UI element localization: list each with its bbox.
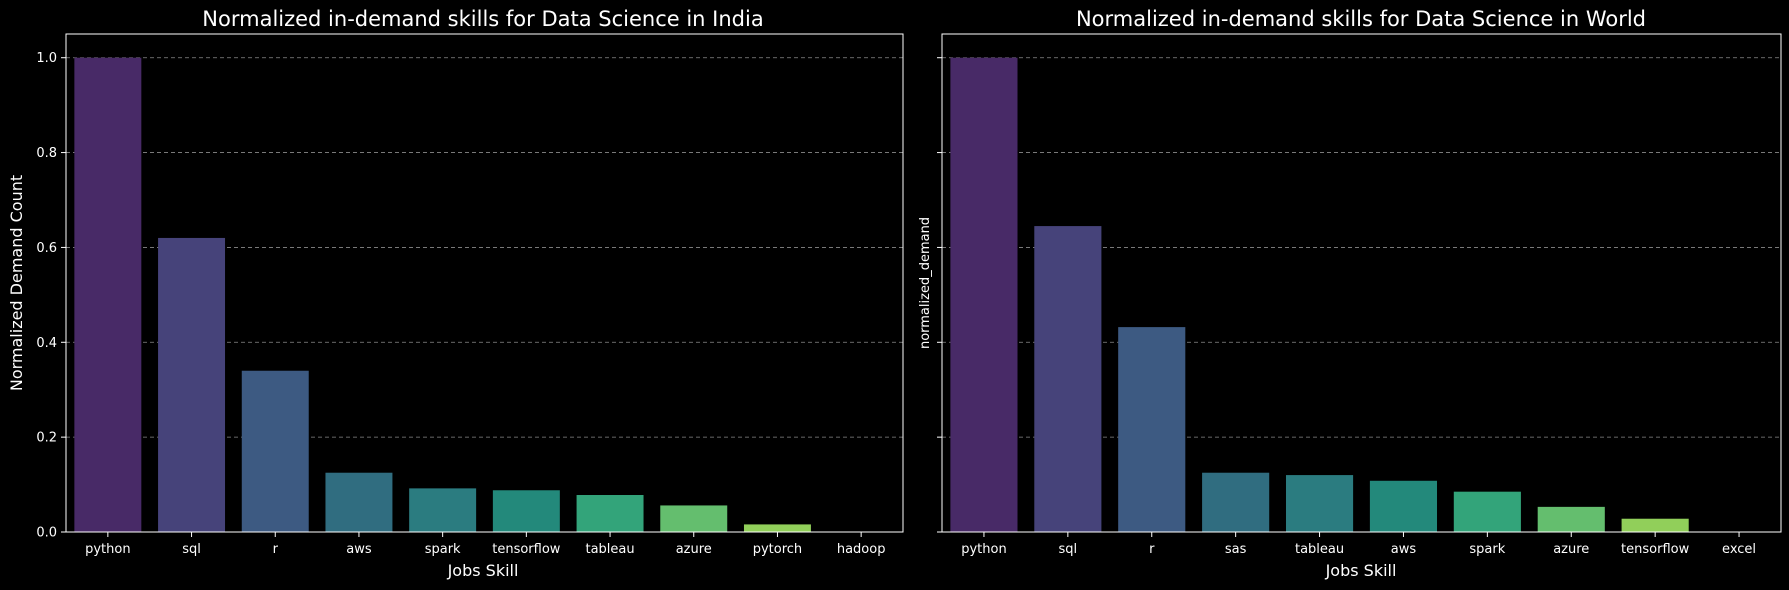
- bar: [74, 57, 142, 532]
- x-tick-label: excel: [1722, 542, 1756, 557]
- y-tick-label: 0.8: [36, 146, 57, 161]
- x-axis-label: Jobs Skill: [1325, 561, 1397, 580]
- bars: [950, 57, 1689, 533]
- y-ticks: [937, 57, 942, 533]
- y-ticks: 0.0 0.2 0.4 0.6 0.8 1.0: [36, 51, 66, 541]
- bar: [1118, 327, 1186, 532]
- x-tick-label: spark: [1469, 542, 1505, 557]
- bar: [660, 505, 728, 532]
- x-tick-label: spark: [425, 542, 461, 557]
- bar: [1285, 475, 1354, 532]
- x-tick-label: tableau: [1295, 542, 1344, 557]
- x-tick-label: python: [961, 542, 1006, 557]
- bar: [492, 490, 560, 532]
- x-ticks: python sql r aws spark tensorflow tableau azure…: [85, 532, 885, 557]
- bar: [1537, 506, 1605, 532]
- y-axis-label: Normalized Demand Count: [7, 175, 26, 391]
- bar: [1034, 226, 1102, 533]
- y-tick-label: 0.6: [36, 241, 57, 256]
- bar: [1453, 491, 1521, 532]
- bar: [950, 57, 1018, 532]
- x-tick-label: r: [273, 542, 279, 557]
- bar: [743, 524, 811, 532]
- x-tick-label: r: [1149, 542, 1155, 557]
- plot-frame: [941, 33, 1782, 533]
- bar: [241, 370, 309, 532]
- bar: [1369, 480, 1438, 532]
- y-tick-label: 0.2: [36, 431, 57, 446]
- x-tick-label: tableau: [585, 542, 634, 557]
- y-tick-label: 0.4: [36, 336, 57, 351]
- bars: [74, 57, 811, 532]
- x-tick-label: tensorflow: [1621, 542, 1690, 557]
- x-tick-label: pytorch: [753, 542, 802, 557]
- x-axis-label: Jobs Skill: [447, 561, 519, 580]
- bar: [325, 472, 393, 532]
- plot-frame: [65, 33, 904, 533]
- bar: [576, 495, 644, 532]
- x-tick-label: aws: [1391, 542, 1417, 557]
- x-tick-label: sql: [1059, 542, 1078, 557]
- x-tick-label: hadoop: [837, 542, 886, 557]
- x-tick-label: sas: [1225, 542, 1247, 557]
- y-tick-label: 0.0: [36, 526, 57, 541]
- x-ticks: python sql r sas tableau aws spark azure tensorf…: [961, 532, 1756, 557]
- x-tick-label: azure: [676, 542, 712, 557]
- x-tick-label: tensorflow: [492, 542, 561, 557]
- x-tick-label: sql: [182, 542, 201, 557]
- chart-india: Normalized in-demand skills for Data Sci…: [7, 7, 904, 580]
- chart-world: Normalized in-demand skills for Data Sci…: [918, 7, 1782, 580]
- y-axis-label: normalized_demand: [918, 217, 933, 349]
- bar: [1621, 518, 1689, 532]
- x-tick-label: python: [85, 542, 130, 557]
- y-tick-label: 1.0: [36, 51, 57, 66]
- bar: [158, 237, 226, 532]
- bar: [409, 488, 477, 532]
- bar: [1202, 472, 1270, 532]
- x-tick-label: azure: [1553, 542, 1589, 557]
- chart-title: Normalized in-demand skills for Data Sci…: [202, 7, 763, 31]
- x-tick-label: aws: [346, 542, 372, 557]
- chart-title: Normalized in-demand skills for Data Sci…: [1076, 7, 1646, 31]
